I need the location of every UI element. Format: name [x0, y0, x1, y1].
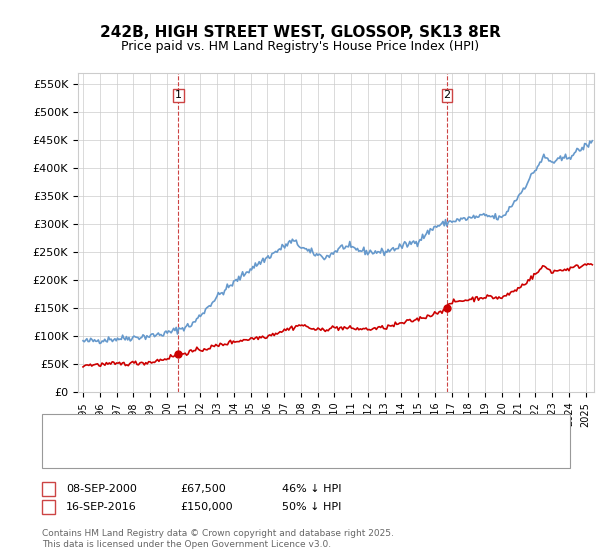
Text: Price paid vs. HM Land Registry's House Price Index (HPI): Price paid vs. HM Land Registry's House …: [121, 40, 479, 53]
Text: 2: 2: [45, 502, 52, 512]
Text: £67,500: £67,500: [180, 484, 226, 494]
Text: HPI: Average price, detached house, High Peak: HPI: Average price, detached house, High…: [93, 446, 338, 456]
Text: Contains HM Land Registry data © Crown copyright and database right 2025.
This d: Contains HM Land Registry data © Crown c…: [42, 529, 394, 549]
Text: 16-SEP-2016: 16-SEP-2016: [66, 502, 137, 512]
Text: £150,000: £150,000: [180, 502, 233, 512]
Text: ——: ——: [60, 431, 88, 445]
Text: 50% ↓ HPI: 50% ↓ HPI: [282, 502, 341, 512]
Text: 2: 2: [443, 90, 451, 100]
Text: 46% ↓ HPI: 46% ↓ HPI: [282, 484, 341, 494]
Text: 1: 1: [45, 484, 52, 494]
Text: 08-SEP-2000: 08-SEP-2000: [66, 484, 137, 494]
Text: 242B, HIGH STREET WEST, GLOSSOP, SK13 8ER (detached house): 242B, HIGH STREET WEST, GLOSSOP, SK13 8E…: [93, 433, 436, 443]
Text: 1: 1: [175, 90, 182, 100]
Text: ——: ——: [60, 444, 88, 458]
Text: 242B, HIGH STREET WEST, GLOSSOP, SK13 8ER: 242B, HIGH STREET WEST, GLOSSOP, SK13 8E…: [100, 25, 500, 40]
